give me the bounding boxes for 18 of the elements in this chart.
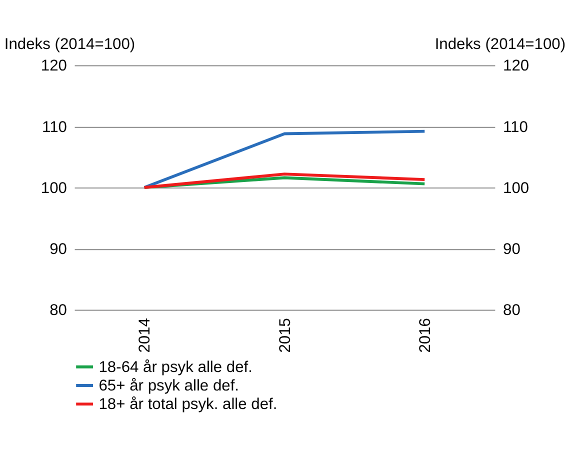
y-axis-title: Indeks (2014=100): [4, 36, 136, 54]
y-tick-label: 100: [40, 180, 68, 197]
y-tick-label: 120: [40, 58, 68, 75]
y2-tick-label: 90: [503, 240, 521, 258]
y-tick-label: 90: [50, 240, 68, 258]
x-tick-label: 2016: [417, 318, 434, 353]
legend-label: 65+ år psyk alle def.: [98, 377, 240, 394]
x-tick-label: 2014: [136, 318, 154, 353]
legend-label: 18+ år total psyk. alle def.: [98, 396, 278, 413]
y2-tick-label: 100: [503, 180, 530, 197]
y2-tick-label: 80: [503, 302, 521, 320]
x-tick-label: 2015: [276, 318, 294, 353]
y2-tick-label: 110: [503, 118, 528, 136]
y-tick-label: 80: [50, 302, 68, 320]
y2-tick-label: 120: [503, 58, 530, 75]
y-tick-label: 110: [42, 118, 68, 136]
y2-axis-title: Indeks (2014=100): [434, 36, 566, 54]
legend-label: 18-64 år psyk alle def.: [98, 358, 252, 376]
